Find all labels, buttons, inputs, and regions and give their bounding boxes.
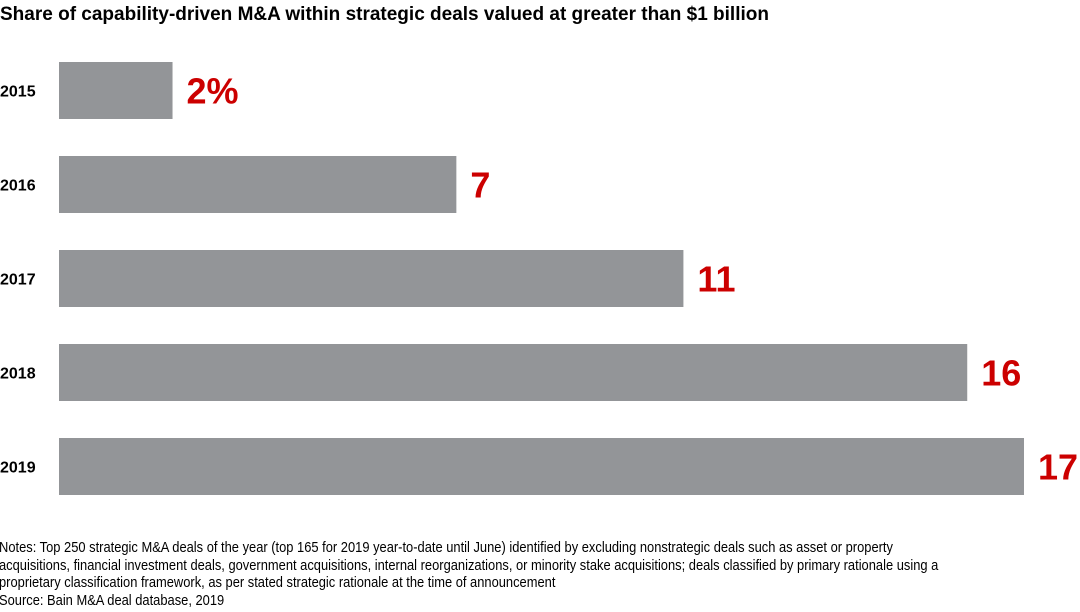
bar-2017 — [59, 250, 684, 307]
chart-title: Share of capability-driven M&A within st… — [0, 4, 769, 25]
note-line: acquisitions, financial investment deals… — [0, 556, 939, 574]
bar-chart: 2015 2% 2016 7 2017 11 2018 16 2019 17 — [0, 62, 1078, 495]
data-label: 11 — [697, 259, 735, 300]
data-label: 7 — [470, 165, 490, 206]
chart-notes: Notes: Top 250 strategic M&A deals of th… — [0, 539, 938, 609]
bar-2018 — [59, 344, 968, 401]
source-line: Source: Bain M&A deal database, 2019 — [0, 591, 225, 609]
note-line: Notes: Top 250 strategic M&A deals of th… — [0, 539, 893, 556]
data-label: 17 — [1038, 447, 1078, 488]
category-label: 2019 — [0, 460, 36, 477]
bar-2015 — [59, 62, 173, 119]
category-label: 2016 — [0, 178, 36, 195]
note-line: proprietary classification framework, as… — [0, 574, 556, 592]
category-label: 2017 — [0, 272, 36, 289]
bar-2019 — [59, 438, 1024, 495]
category-label: 2015 — [0, 84, 36, 101]
bar-2016 — [59, 156, 457, 213]
data-label: 2% — [187, 71, 239, 112]
category-label: 2018 — [0, 366, 36, 383]
data-label: 16 — [981, 353, 1021, 394]
